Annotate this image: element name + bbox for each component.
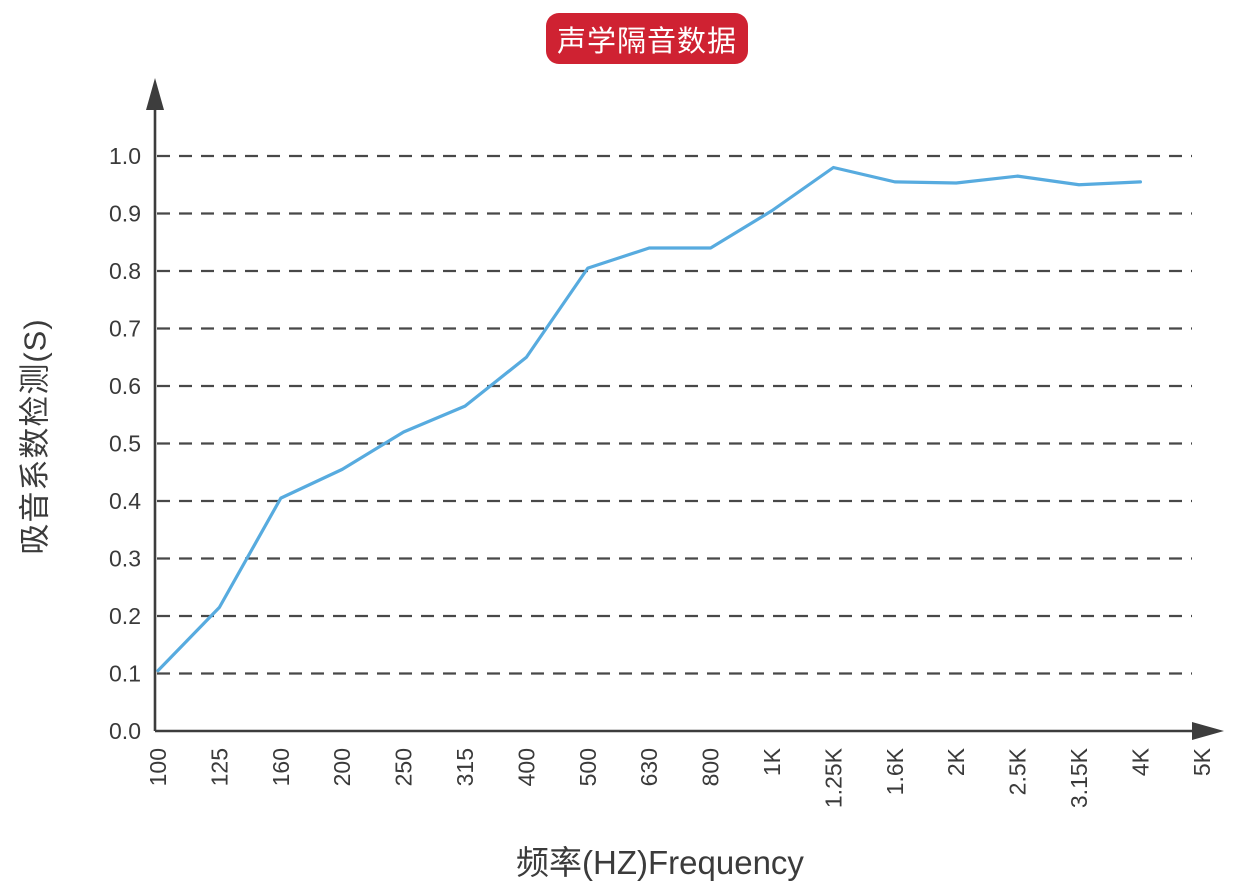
x-axis-arrow-icon [1192, 722, 1224, 740]
y-tick-label: 0.4 [109, 488, 141, 514]
x-tick-label: 630 [636, 748, 662, 786]
x-axis-title: 频率(HZ)Frequency [516, 844, 804, 881]
x-tick-label: 2.5K [1005, 747, 1031, 795]
y-tick-label: 0.3 [109, 546, 141, 572]
y-axis-arrow-icon [146, 78, 164, 110]
y-tick-label: 0.8 [109, 258, 141, 284]
x-tick-label: 315 [452, 748, 478, 786]
chart-title-badge: 声学隔音数据 [546, 13, 748, 64]
y-tick-label: 0.7 [109, 316, 141, 342]
absorption-data-line [156, 165, 1143, 673]
x-tick-label: 1.25K [820, 747, 846, 808]
x-tick-label: 800 [698, 748, 724, 786]
x-tick-label: 125 [206, 748, 232, 786]
x-tick-label: 400 [513, 748, 539, 786]
x-tick-label: 2K [943, 747, 969, 776]
x-tick-label: 500 [575, 748, 601, 786]
x-tick-label: 1K [759, 747, 785, 776]
y-tick-label: 0.9 [109, 201, 141, 227]
y-tick-label: 0.6 [109, 373, 141, 399]
x-tick-label: 4K [1127, 747, 1153, 776]
x-tick-label: 3.15K [1066, 747, 1092, 808]
y-tick-label: 1.0 [109, 143, 141, 169]
y-tick-label: 0.1 [109, 661, 141, 687]
x-tick-label: 160 [268, 748, 294, 786]
y-tick-label: 0.0 [109, 718, 141, 744]
y-axis-title: 吸音系数检测(S) [17, 318, 53, 555]
x-tick-label: 5K [1189, 747, 1215, 776]
x-tick-label: 100 [145, 748, 171, 786]
x-tick-label: 1.6K [882, 747, 908, 795]
x-tick-label: 200 [329, 748, 355, 786]
y-tick-label: 0.5 [109, 431, 141, 457]
y-tick-label: 0.2 [109, 603, 141, 629]
x-tick-label: 250 [391, 748, 417, 786]
